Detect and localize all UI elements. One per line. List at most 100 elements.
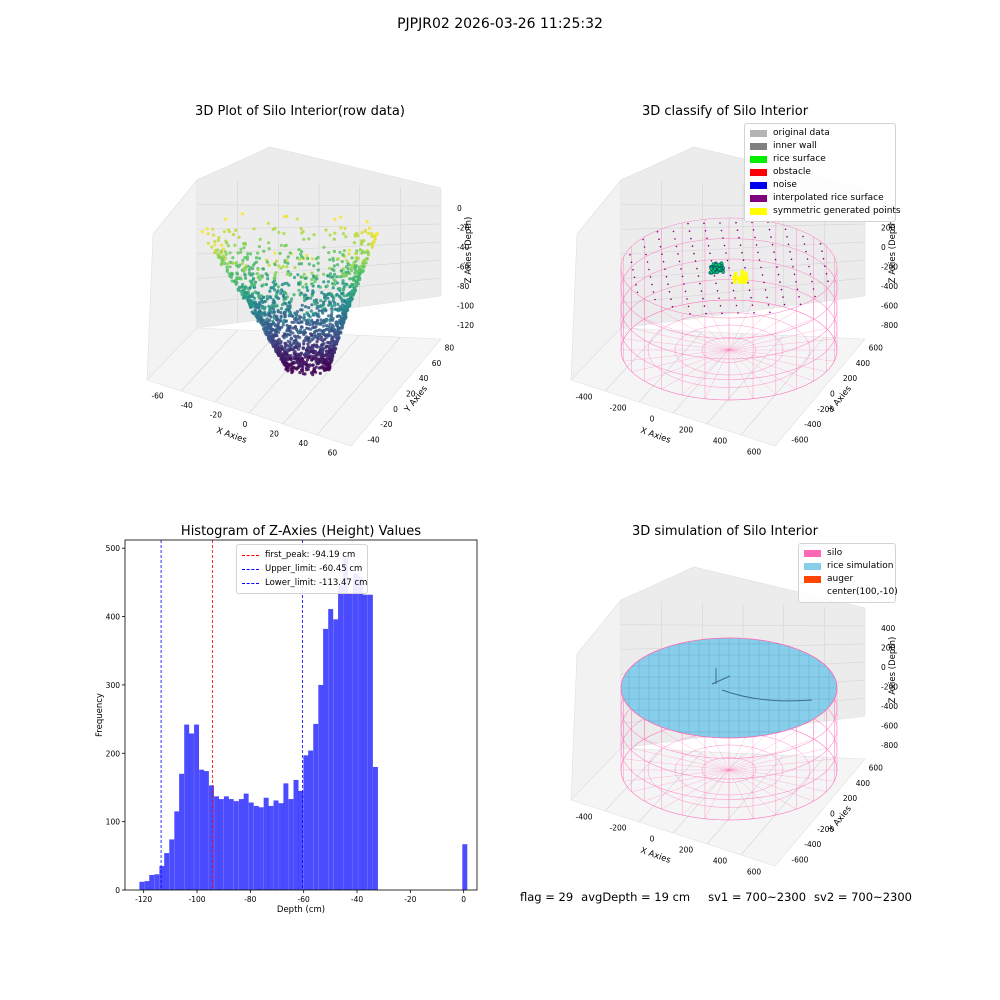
interpolated-point	[783, 303, 786, 306]
data-point	[249, 305, 253, 309]
z-tick-label: -100	[457, 302, 474, 311]
data-point	[237, 276, 241, 280]
data-point	[289, 354, 293, 358]
data-point	[311, 337, 315, 341]
data-point	[350, 289, 354, 293]
legend-label: silo	[827, 548, 843, 558]
data-point	[331, 258, 335, 263]
data-point	[294, 356, 298, 360]
y-tick-label: 600	[869, 344, 884, 353]
data-point	[288, 251, 292, 255]
interpolated-point	[760, 266, 762, 269]
data-point	[242, 246, 246, 250]
data-point	[324, 309, 328, 313]
data-point	[298, 370, 302, 375]
data-point	[285, 272, 289, 276]
x-tick-label: -400	[575, 393, 592, 402]
data-point	[326, 362, 330, 366]
data-point	[344, 300, 348, 305]
interpolated-point	[751, 221, 753, 224]
data-point	[303, 276, 307, 280]
data-point	[283, 282, 287, 286]
interpolated-point	[715, 282, 717, 285]
histogram-bar	[313, 723, 319, 890]
histogram-bar	[283, 783, 289, 890]
data-point	[305, 368, 309, 372]
y-tick-label: -20	[380, 420, 392, 429]
interpolated-point	[643, 246, 646, 248]
silo-floor-ring	[674, 324, 784, 376]
data-point	[271, 307, 276, 311]
data-point	[370, 234, 374, 238]
data-point	[221, 247, 225, 251]
simulation-3d-plot: -400 -200 0 200 400 600 -600 -400 -200 0 200 400 600…	[570, 566, 898, 877]
histogram-bar	[169, 839, 175, 890]
data-point	[225, 241, 229, 245]
data-point	[243, 294, 247, 299]
data-point	[273, 251, 277, 255]
data-point	[315, 340, 319, 344]
z-tick-label: -600	[881, 302, 898, 311]
symmetric-point	[732, 276, 736, 281]
data-point	[361, 259, 365, 263]
data-point	[289, 329, 293, 334]
histogram-bar	[154, 874, 160, 890]
data-point	[312, 275, 316, 279]
data-point	[258, 303, 262, 307]
data-point	[276, 285, 280, 289]
interpolated-point	[754, 236, 756, 239]
data-point	[213, 248, 217, 253]
data-point	[354, 271, 358, 275]
grid-line	[282, 335, 360, 425]
data-point	[304, 293, 308, 297]
legend-item: silo	[804, 547, 890, 560]
interpolated-point	[736, 229, 739, 231]
x-tick-label: -120	[135, 895, 152, 904]
interpolated-point	[729, 274, 732, 277]
data-point	[263, 305, 267, 309]
x-tick-label: -60	[151, 392, 163, 401]
data-point	[325, 284, 329, 288]
interpolated-point	[718, 297, 720, 300]
data-point	[324, 324, 329, 328]
data-point	[333, 217, 337, 221]
z-tick-label: -60	[457, 263, 469, 272]
histogram-bar	[149, 874, 155, 890]
rice-surface-point	[721, 270, 725, 274]
data-point	[297, 262, 301, 266]
data-point	[309, 296, 313, 300]
interpolated-point	[678, 260, 681, 263]
interpolated-point	[721, 312, 723, 315]
data-point	[346, 270, 350, 274]
data-point	[314, 257, 318, 261]
interpolated-point	[707, 245, 710, 247]
interpolated-point	[789, 251, 791, 253]
legend-swatch	[804, 576, 821, 583]
interpolated-point	[719, 222, 721, 224]
x-tick-label: -80	[244, 895, 256, 904]
x-tick-label: -100	[188, 895, 205, 904]
data-point	[341, 279, 345, 283]
legend-label: interpolated rice surface	[773, 193, 884, 203]
data-point	[326, 274, 330, 278]
interpolated-point	[744, 266, 746, 269]
data-point	[211, 233, 216, 237]
data-point	[276, 323, 280, 327]
interpolated-point	[784, 228, 787, 231]
data-point	[289, 358, 293, 362]
data-point	[312, 331, 317, 335]
data-point	[268, 307, 272, 311]
data-point	[343, 226, 347, 231]
interpolated-point	[735, 304, 738, 307]
data-point	[361, 265, 365, 269]
data-point	[302, 272, 306, 276]
histogram-bar	[228, 799, 234, 890]
interpolated-point	[713, 275, 716, 277]
data-point	[322, 366, 326, 370]
y-tick-label: 0	[830, 810, 835, 819]
data-point	[333, 346, 337, 350]
data-point	[321, 331, 325, 335]
histogram-legend: first_peak: -94.19 cm Upper_limit: -60.4…	[236, 544, 368, 594]
interpolated-point	[699, 282, 701, 285]
histogram-bar	[164, 853, 170, 890]
